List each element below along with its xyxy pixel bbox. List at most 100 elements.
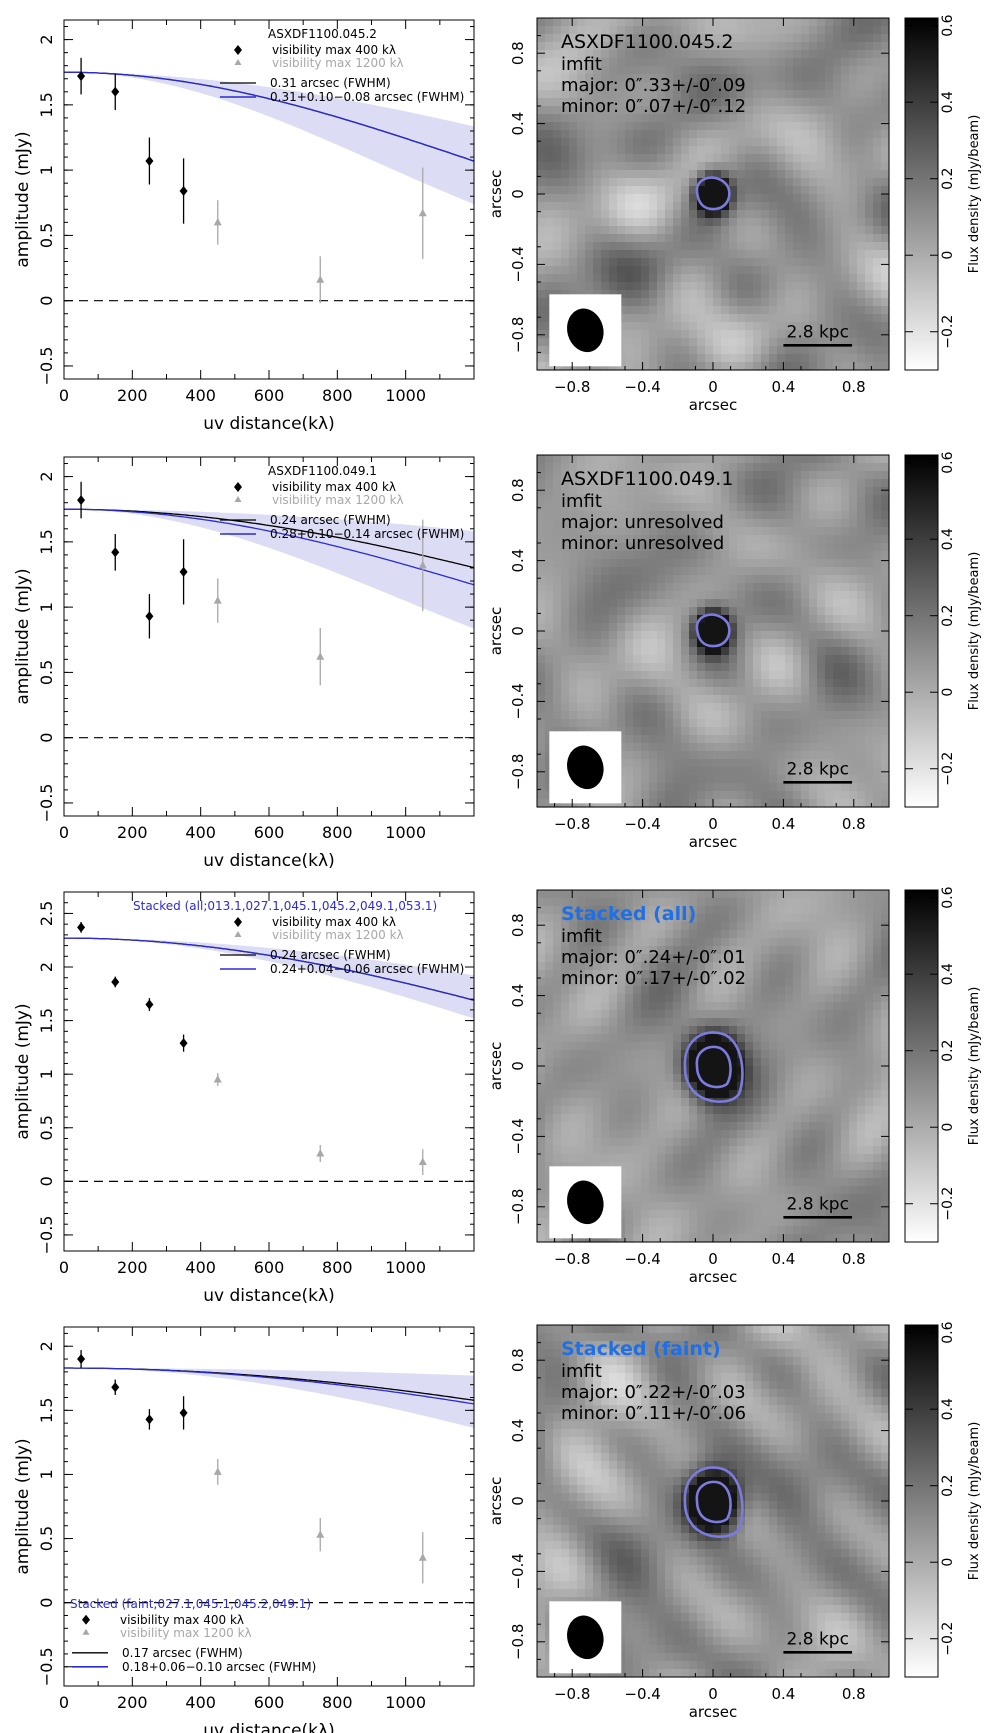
map-cell [721,194,730,203]
map-cell [865,631,874,640]
map-cell [697,162,706,171]
map-cell [745,631,754,640]
map-cell [569,1130,578,1139]
map-cell [849,146,858,155]
map-cell [537,511,546,520]
map-cell [721,711,730,720]
map-cell [729,202,738,211]
map-cell [689,306,698,315]
map-cell [865,607,874,616]
map-cell [601,922,610,931]
map-cell [777,274,786,283]
map-cell [865,178,874,187]
map-cell [601,978,610,987]
map-cell [785,783,794,792]
map-cell [833,551,842,560]
map-cell [753,783,762,792]
map-cell [737,82,746,91]
image-y-label: arcsec [487,607,505,656]
map-cell [625,346,634,355]
map-cell [689,783,698,792]
map-cell [609,703,618,712]
map-cell [681,663,690,672]
map-cell [657,98,666,107]
map-cell [809,575,818,584]
map-cell [617,455,626,464]
map-cell [745,455,754,464]
map-cell [681,266,690,275]
map-cell [857,34,866,43]
map-cell [617,1146,626,1155]
map-cell [865,743,874,752]
map-cell [817,575,826,584]
y-tick-label: 0 [37,1176,56,1186]
map-cell [617,1010,626,1019]
map-cell [625,1018,634,1027]
map-cell [849,154,858,163]
image-x-label: arcsec [689,833,738,851]
map-cell [777,679,786,688]
map-cell [641,178,650,187]
map-cell [881,274,890,283]
map-cell [713,274,722,283]
map-cell [689,703,698,712]
map-cell [833,170,842,179]
map-cell [713,623,722,632]
map-cell [593,274,602,283]
map-cell [697,202,706,211]
map-cell [801,559,810,568]
map-cell [817,775,826,784]
map-cell [801,543,810,552]
map-cell [585,1146,594,1155]
map-cell [793,282,802,291]
map-cell [881,338,890,347]
map-cell [721,631,730,640]
map-cell [705,703,714,712]
map-cell [593,906,602,915]
map-cell [721,751,730,760]
map-cell [545,282,554,291]
map-cell [777,74,786,83]
map-cell [641,170,650,179]
map-cell [809,282,818,291]
map-cell [833,354,842,363]
map-cell [601,898,610,907]
map-cell [793,791,802,800]
map-cell [673,154,682,163]
map-cell [849,242,858,251]
legend-label-black: 0.24 arcsec (FWHM) [270,948,391,962]
map-cell [833,250,842,259]
map-cell [881,535,890,544]
map-cell [673,591,682,600]
map-cell [825,194,834,203]
map-cell [737,330,746,339]
map-cell [697,258,706,267]
map-cell [625,218,634,227]
map-cell [785,202,794,211]
map-cell [697,511,706,520]
map-cell [657,599,666,608]
map-cell [785,82,794,91]
map-cell [817,306,826,315]
map-cell [793,234,802,243]
map-cell [881,663,890,672]
map-cell [593,1042,602,1051]
map-cell [633,954,642,963]
map-cell [809,631,818,640]
map-cell [601,154,610,163]
map-cell [537,1130,546,1139]
map-cell [841,655,850,664]
map-cell [697,495,706,504]
map-cell [593,1162,602,1171]
map-cell [857,783,866,792]
map-cell [857,26,866,35]
map-cell [585,1018,594,1027]
map-cell [665,354,674,363]
map-cell [601,1082,610,1091]
map-cell [841,114,850,123]
map-cell [601,178,610,187]
map-cell [753,186,762,195]
map-cell [617,1138,626,1147]
map-cell [817,274,826,283]
map-cell [681,218,690,227]
